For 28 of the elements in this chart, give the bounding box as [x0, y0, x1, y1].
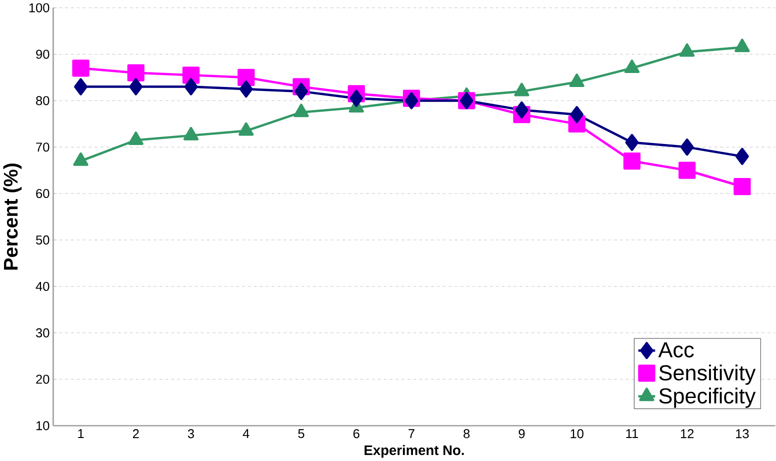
x-tick-label: 7	[408, 429, 414, 438]
x-tick-label: 10	[570, 429, 584, 438]
y-tick-label: 10	[36, 421, 50, 430]
x-tick-label: 12	[680, 429, 694, 438]
y-tick-label: 100	[29, 3, 50, 12]
y-axis-title: Percent (%)	[3, 164, 22, 270]
y-tick-label: 50	[36, 235, 50, 244]
y-tick-label: 90	[36, 50, 50, 59]
x-tick-label: 2	[132, 429, 139, 438]
legend-label: Specificity	[659, 388, 756, 408]
y-tick-label: 70	[36, 142, 50, 152]
x-tick-label: 9	[518, 429, 525, 438]
x-tick-label: 5	[298, 429, 304, 438]
x-tick-label: 8	[464, 429, 470, 438]
x-axis-title: Experiment No.	[364, 444, 464, 458]
y-tick-label: 30	[36, 328, 50, 338]
x-tick-label: 4	[242, 429, 250, 438]
x-tick-label: 6	[353, 429, 360, 438]
x-tick-label: 1	[78, 429, 84, 438]
x-tick-label: 11	[626, 429, 638, 438]
y-tick-label: 60	[36, 188, 50, 198]
x-tick-label: 3	[188, 429, 194, 438]
x-tick-label: 13	[736, 429, 749, 438]
y-tick-label: 80	[36, 96, 50, 106]
y-tick-label: 40	[36, 282, 50, 291]
legend-label: Sensitivity	[659, 364, 756, 385]
legend-label: Acc	[658, 342, 694, 358]
y-tick-label: 20	[36, 374, 50, 384]
